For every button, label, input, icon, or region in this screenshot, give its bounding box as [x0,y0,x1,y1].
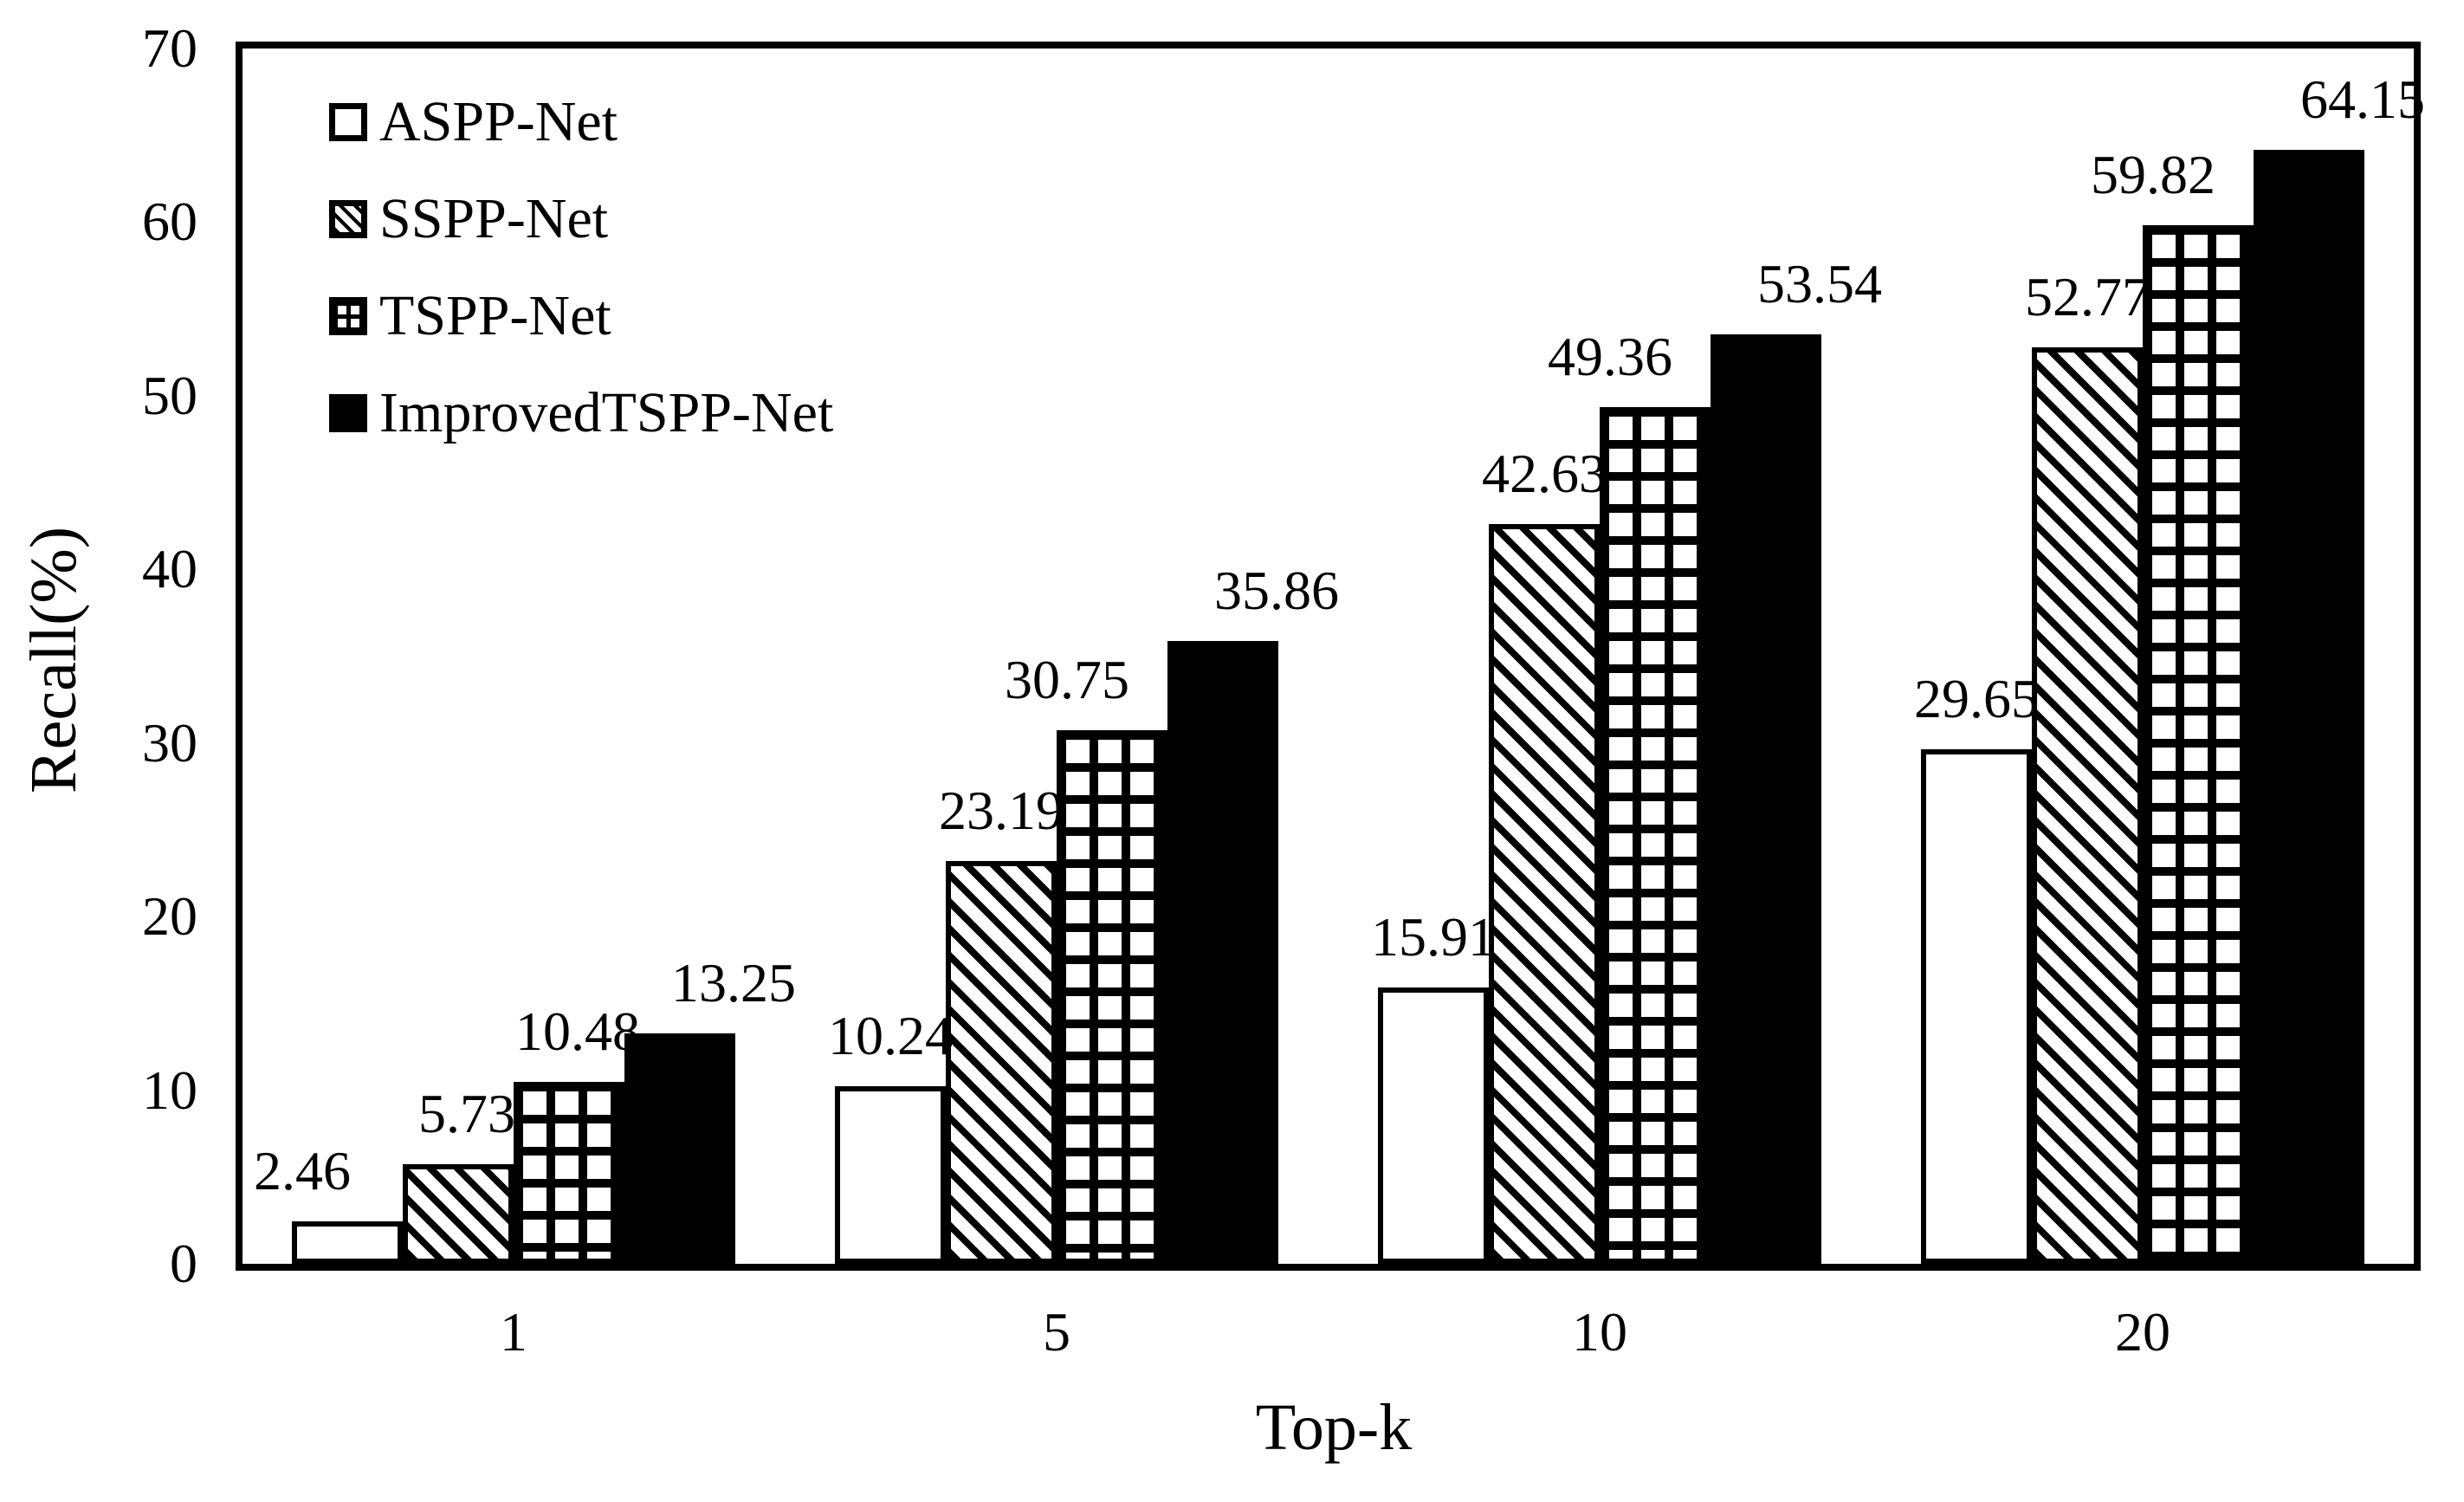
data-label-ImprovedTSPP-Net-k20: 64.15 [2300,68,2425,130]
legend-label: TSPP-Net [379,284,611,347]
data-label-ImprovedTSPP-Net-k10: 53.54 [1757,253,1882,314]
data-label-TSPP-Net-k20: 59.82 [2091,144,2215,205]
legend-label: ASPP-Net [379,90,618,153]
legend-item-TSPP-Net: TSPP-Net [329,288,833,345]
y-tick-label-60: 60 [142,191,197,252]
bar-TSPP-Net-k10 [1600,407,1711,1264]
plot-area: ASPP-Net SSPP-Net TSPP-Net ImprovedTSPP-Net… [236,42,2425,1271]
x-tick-label-10: 10 [1572,1301,1627,1363]
bar-SSPP-Net-k10 [1489,524,1600,1264]
bar-ASPP-Net-k10 [1378,987,1489,1264]
legend-marker-diagonal-icon [329,200,367,238]
data-label-TSPP-Net-k1: 10.48 [515,1000,640,1062]
x-tick-label-20: 20 [2115,1301,2170,1363]
legend-marker-white-icon [329,103,367,141]
legend-item-SSPP-Net: SSPP-Net [329,191,833,248]
data-label-ImprovedTSPP-Net-k5: 35.86 [1214,560,1339,621]
x-tick-label-5: 5 [1043,1301,1070,1363]
y-tick-label-70: 70 [142,17,197,79]
bar-TSPP-Net-k5 [1057,730,1167,1264]
legend-item-ImprovedTSPP-Net: ImprovedTSPP-Net [329,385,833,442]
y-tick-label-30: 30 [142,712,197,774]
data-label-SSPP-Net-k1: 5.73 [418,1083,515,1144]
data-label-SSPP-Net-k10: 42.63 [1482,443,1607,504]
bar-TSPP-Net-k1 [514,1082,624,1264]
y-tick-label-0: 0 [170,1233,197,1294]
bar-ImprovedTSPP-Net-k10 [1711,334,1821,1264]
bar-ASPP-Net-k20 [1921,749,2032,1264]
bar-ASPP-Net-k5 [835,1086,946,1264]
y-tick-label-20: 20 [142,885,197,947]
legend-label: SSPP-Net [379,187,609,250]
bar-ASPP-Net-k1 [292,1221,403,1264]
bar-SSPP-Net-k5 [946,861,1057,1264]
legend-item-ASPP-Net: ASPP-Net [329,94,833,151]
legend-marker-grid-icon [329,297,367,335]
bar-TSPP-Net-k20 [2143,225,2254,1264]
y-tick-label-40: 40 [142,538,197,599]
legend-marker-solid-icon [329,394,367,432]
data-label-TSPP-Net-k5: 30.75 [1005,649,1129,710]
bar-ImprovedTSPP-Net-k5 [1167,641,1278,1264]
bar-ImprovedTSPP-Net-k1 [624,1033,735,1264]
bar-ImprovedTSPP-Net-k20 [2254,150,2364,1264]
legend: ASPP-Net SSPP-Net TSPP-Net ImprovedTSPP-Net [329,94,833,442]
data-label-ASPP-Net-k5: 10.24 [828,1005,953,1066]
y-tick-label-50: 50 [142,365,197,426]
bar-SSPP-Net-k20 [2032,347,2143,1264]
data-label-ImprovedTSPP-Net-k1: 13.25 [671,952,796,1013]
data-label-SSPP-Net-k20: 52.77 [2025,266,2150,327]
x-tick-label-1: 1 [500,1301,527,1363]
data-label-ASPP-Net-k10: 15.91 [1371,906,1496,968]
legend-label: ImprovedTSPP-Net [379,381,834,444]
x-axis-title: Top-k [1255,1391,1413,1464]
data-label-TSPP-Net-k10: 49.36 [1548,326,1672,387]
y-tick-label-10: 10 [142,1059,197,1121]
data-label-SSPP-Net-k5: 23.19 [939,780,1064,841]
data-label-ASPP-Net-k1: 2.46 [254,1140,351,1201]
data-label-ASPP-Net-k20: 29.65 [1914,668,2039,729]
bar-SSPP-Net-k1 [403,1164,514,1264]
